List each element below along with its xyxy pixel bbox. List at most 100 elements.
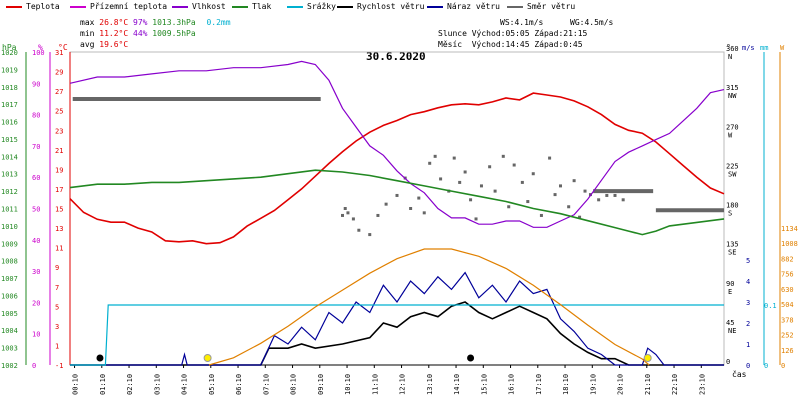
direction-point <box>479 184 483 188</box>
wind-tick-label: 5 <box>746 257 750 265</box>
wind-axis-label: m/s <box>742 44 755 52</box>
direction-tick-label: SE <box>728 249 736 257</box>
radiation-tick-label: 0 <box>781 362 785 370</box>
wind-speed-info: WS:4.1m/s <box>500 18 544 27</box>
x-tick-label: 02:10 <box>126 374 134 395</box>
legend-label: Teplota <box>26 2 60 11</box>
pressure-axis-label: hPa <box>2 43 17 52</box>
direction-point <box>357 228 361 232</box>
stat-min: min 11.2°C 44% 1009.5hPa <box>80 29 196 38</box>
pressure-tick-label: 1013 <box>1 171 18 179</box>
legend-label: Tlak <box>252 2 272 11</box>
direction-point <box>520 180 524 184</box>
x-tick-label: 20:10 <box>617 374 625 395</box>
legend-swatch <box>337 6 353 8</box>
direction-point <box>439 177 443 181</box>
legend-swatch <box>172 6 188 8</box>
radiation-tick-label: 882 <box>781 255 794 263</box>
pressure-tick-label: 1003 <box>1 345 18 353</box>
pressure-tick-label: 1002 <box>1 362 18 370</box>
humidity-tick-label: 60 <box>32 174 40 182</box>
x-tick-label: 00:10 <box>72 374 80 395</box>
direction-tick-label: E <box>728 288 732 296</box>
x-tick-label: 18:10 <box>562 374 570 395</box>
humidity-tick-label: 20 <box>32 299 40 307</box>
stat-max: max 26.8°C 97% 1013.3hPa 0.2mm <box>80 18 231 27</box>
direction-point <box>463 170 467 174</box>
x-tick-label: 01:10 <box>99 374 107 395</box>
legend-swatch <box>287 6 303 8</box>
direction-point <box>613 193 617 197</box>
humidity-tick-label: 0 <box>32 362 36 370</box>
x-tick-label: 04:10 <box>181 374 189 395</box>
humidity-tick-label: 90 <box>32 80 40 88</box>
legend-item: Směr větru <box>507 2 575 12</box>
direction-point <box>469 198 473 202</box>
pressure-tick-label: 1009 <box>1 240 18 248</box>
temperature-tick-label: 31 <box>55 49 63 57</box>
x-tick-label: 21:10 <box>644 374 652 395</box>
direction-point <box>567 205 571 209</box>
pressure-tick-label: 1020 <box>1 49 18 57</box>
x-tick-label: 22:10 <box>671 374 679 395</box>
temperature-tick-label: 13 <box>55 225 63 233</box>
legend-label: Přízemní teplota <box>90 2 168 11</box>
temperature-tick-label: 5 <box>55 303 59 311</box>
legend-swatch <box>232 6 248 8</box>
x-axis-label: čas <box>732 369 747 379</box>
temperature-tick-label: 23 <box>55 127 63 135</box>
stat-max-temp: 26.8°C <box>99 18 129 27</box>
temperature-tick-label: 17 <box>55 186 63 194</box>
direction-point <box>433 154 437 158</box>
direction-tick-label: 180 <box>726 202 739 210</box>
pressure-tick-label: 1014 <box>1 153 18 161</box>
legend-label: Náraz větru <box>447 2 500 11</box>
direction-point <box>548 156 552 160</box>
legend-label: Srážky <box>307 2 336 11</box>
series-line <box>70 301 724 366</box>
direction-tick-label: 360 <box>726 45 739 53</box>
legend-swatch <box>507 6 523 8</box>
moon-info: Měsíc Východ:14:45 Západ:0:45 <box>438 40 583 49</box>
pressure-tick-label: 1010 <box>1 223 18 231</box>
temperature-tick-label: 9 <box>55 264 59 272</box>
x-tick-label: 17:10 <box>535 374 543 395</box>
direction-point <box>409 207 413 210</box>
legend-item: Tlak <box>232 2 271 12</box>
x-tick-label: 16:10 <box>508 374 516 395</box>
pressure-tick-label: 1012 <box>1 188 18 196</box>
temperature-tick-label: 11 <box>55 245 63 253</box>
pressure-tick-label: 1016 <box>1 119 18 127</box>
direction-point <box>605 193 609 197</box>
temperature-tick-label: 21 <box>55 147 63 155</box>
stat-avg: avg 19.6°C <box>80 40 129 49</box>
radiation-tick-label: 1134 <box>781 225 798 233</box>
direction-point <box>512 163 516 167</box>
radiation-tick-label: 378 <box>781 316 794 324</box>
wind-tick-label: 4 <box>746 278 750 286</box>
rain-tick-label: 0 <box>764 362 768 370</box>
legend-item: Přízemní teplota <box>70 2 167 12</box>
series-line <box>208 248 650 366</box>
direction-point <box>559 184 562 188</box>
x-tick-label: 05:10 <box>208 374 216 395</box>
direction-point <box>417 196 421 200</box>
radiation-tick-label: 126 <box>781 347 794 355</box>
stat-min-temp: 11.2°C <box>99 29 129 38</box>
wind-tick-label: 2 <box>746 320 750 328</box>
direction-point <box>341 213 344 217</box>
x-tick-label: 03:10 <box>153 374 161 395</box>
direction-point <box>531 172 535 176</box>
humidity-axis-label: % <box>38 43 43 52</box>
moonrise-marker <box>467 354 475 362</box>
sunset-marker <box>643 354 652 362</box>
direction-tick-label: 45 <box>726 319 734 327</box>
temperature-tick-label: 7 <box>55 284 59 292</box>
legend-label: Vlhkost <box>192 2 226 11</box>
direction-point <box>343 207 347 210</box>
direction-tick-label: 225 <box>726 162 739 170</box>
direction-point <box>368 233 372 237</box>
x-tick-label: 19:10 <box>589 374 597 395</box>
humidity-tick-label: 50 <box>32 206 40 214</box>
x-tick-label: 13:10 <box>426 374 434 395</box>
